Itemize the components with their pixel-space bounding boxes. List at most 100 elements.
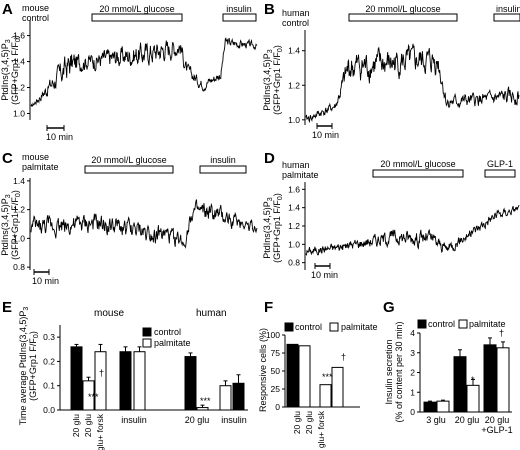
trace-line [30, 37, 258, 108]
sig-mark: * [471, 375, 475, 385]
legend-label-control: control [295, 322, 322, 332]
y-tick-label: 1.0 [13, 233, 25, 243]
x-tick-label: 20 glu [292, 411, 302, 434]
y-ticks: 1.0 1.2 1.4 [288, 46, 305, 125]
glucose-bar [84, 165, 174, 174]
panel-g-letter: G [383, 299, 395, 316]
y-axis-label-2: (GFP+Grp1 F/F0) [272, 193, 284, 263]
sig-mark: *** [322, 372, 333, 382]
y-tick-label: 75 [271, 348, 281, 358]
panel-c-cond-1: mouse [22, 152, 49, 162]
legend-label-control: control [154, 327, 181, 337]
bar-palmitate [466, 384, 480, 413]
panel-c: C mouse palmitate 20 mmol/L glucose insu… [0, 150, 258, 286]
x-tick-label: 20 glu [71, 414, 81, 437]
x-tick-label: 20 glu+ forsk [95, 413, 105, 450]
panel-a-cond-2: control [22, 13, 49, 23]
insulin-label: insulin [210, 155, 236, 165]
panel-g: G control palmitate 0 1 2 3 4 Insulin secret… [383, 299, 513, 435]
y-axis-label-1: PtdIns(3,4,5)P3 [0, 194, 12, 256]
glucose-label: 20 mmol/L glucose [99, 4, 174, 14]
x-tick-label: insulin [121, 415, 147, 425]
panel-c-cond-2: palmitate [22, 162, 59, 172]
y-tick-label: 100 [266, 330, 280, 340]
panel-b: B human control 20 mmol/L glucose insuli… [262, 1, 520, 140]
y-tick-label: 1.0 [288, 115, 300, 125]
y-ticks: 0.8 1.0 1.2 1.4 [13, 176, 30, 272]
panel-b-cond-1: human [282, 8, 310, 18]
bar-control [423, 401, 437, 413]
species-label-human: human [196, 308, 227, 319]
y-tick-label: 3 [410, 348, 415, 358]
y-tick-label: 1.2 [288, 80, 300, 90]
panel-f-letter: F [264, 299, 273, 316]
glp1-bar [484, 169, 516, 178]
y-axis-label-1: PtdIns(3,4,5)P3 [262, 197, 274, 259]
x-tick-label: 3 glu [426, 415, 446, 425]
x-tick-label: 20 glu+ forsk [316, 410, 326, 450]
y-tick-label: 1.4 [13, 57, 25, 67]
y-tick-label: 1.4 [288, 203, 300, 213]
glucose-bar [372, 169, 464, 178]
panel-b-cond-2: control [282, 18, 309, 28]
bar-control [286, 343, 299, 408]
y-axis-label-1: Time average PtdIns(3,4,5)P3 [18, 307, 30, 426]
insulin-label: insulin [226, 4, 252, 14]
x-tick-label: +GLP-1 [481, 425, 512, 435]
y-axis-label-2: (GFP+Grp1 F/F0) [272, 45, 284, 115]
y-tick-label: 0 [410, 407, 415, 417]
x-tick-label: 20 glu [455, 415, 480, 425]
y-tick-label: 1.2 [13, 83, 25, 93]
bar-palmitate [196, 407, 209, 411]
panel-e-letter: E [2, 299, 12, 316]
y-axis-label-1: PtdIns(3,4,5)P3 [262, 49, 274, 111]
y-ticks: 0.8 1.0 1.2 1.4 1.6 [288, 184, 305, 268]
y-ticks: 0 1 2 3 4 [410, 328, 420, 417]
bar-group [423, 337, 510, 413]
panel-c-letter: C [2, 150, 13, 167]
y-tick-label: 50 [271, 366, 281, 376]
y-tick-label: 0.1 [43, 381, 55, 391]
scale-label: 10 min [312, 130, 339, 140]
glucose-label: 20 mmol/L glucose [365, 4, 440, 14]
y-tick-label: 1 [410, 387, 415, 397]
x-tick-label: 20 glu [304, 411, 314, 434]
y-axis-label: Responsive cells (%) [258, 328, 268, 412]
sig-mark: *** [200, 396, 211, 406]
x-tick-label: 20 glu [185, 415, 210, 425]
glucose-bar [348, 13, 458, 22]
insulin-bar [493, 13, 520, 22]
y-axis-label-2: (% of content per 30 min) [394, 321, 404, 422]
bar-control [119, 351, 132, 411]
panel-d: D human palmitate 20 mmol/L glucose GLP-… [262, 150, 520, 280]
panel-a-letter: A [2, 1, 13, 18]
panel-f: F control palmitate 0 25 50 75 100 Responsiv… [258, 299, 378, 450]
bar-palmitate [319, 384, 332, 408]
bar-palmitate [436, 400, 450, 413]
y-ticks: 1.0 1.2 1.4 1.6 [13, 31, 30, 119]
panel-a: A mouse control 20 mmol/L glucose insuli… [0, 1, 258, 142]
scale-label: 10 min [46, 132, 73, 142]
bar-control [453, 356, 467, 413]
y-tick-label: 4 [410, 328, 415, 338]
bar-group [286, 343, 344, 408]
bar-palmitate [133, 351, 146, 411]
bar-palmitate [496, 347, 510, 413]
x-tick-label: insulin [221, 415, 247, 425]
legend-label-palmitate: palmitate [341, 322, 378, 332]
glucose-bar [91, 13, 183, 22]
sig-mark: † [341, 352, 346, 362]
legend-swatch-control [142, 327, 152, 337]
y-tick-label: 1.6 [13, 31, 25, 41]
panel-d-cond-2: palmitate [282, 170, 319, 180]
bar-control [232, 382, 245, 411]
legend-swatch-palmitate [142, 338, 152, 348]
y-tick-label: 1.6 [288, 184, 300, 194]
sig-mark: † [499, 328, 504, 338]
scale-label: 10 min [311, 270, 338, 280]
insulin-bar [199, 165, 247, 174]
y-tick-label: 0 [275, 402, 280, 412]
y-tick-label: 0.0 [43, 405, 55, 415]
y-tick-label: 1.4 [288, 46, 300, 56]
